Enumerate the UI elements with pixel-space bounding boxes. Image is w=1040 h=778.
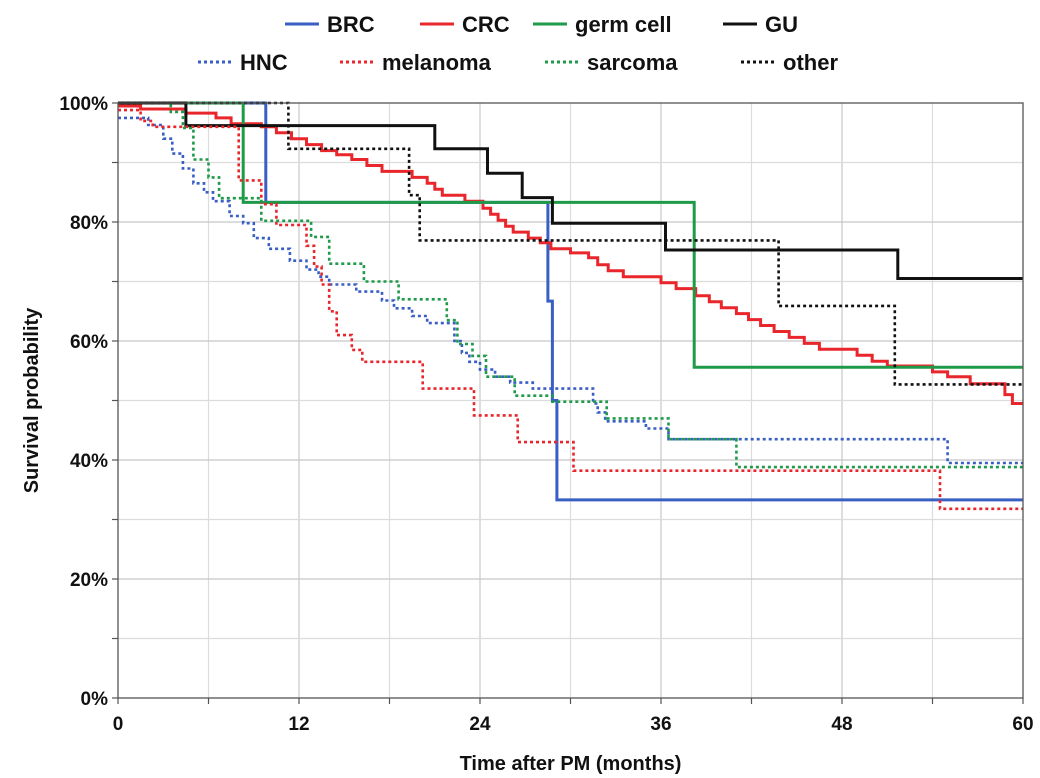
x-tick-label: 60	[1012, 714, 1033, 735]
y-axis-label: Survival probability	[21, 307, 43, 493]
series-line-crc	[118, 104, 1023, 405]
legend-entry: HNC	[240, 50, 288, 75]
series-line-hnc	[118, 116, 1023, 465]
y-tick-label: 40%	[70, 451, 108, 472]
series-line-sarcoma	[118, 101, 1023, 469]
x-tick-label: 24	[469, 714, 491, 735]
legend: BRC CRC germ cell GU HNC melanoma sarcoma other	[198, 12, 838, 75]
legend-entry: CRC	[462, 12, 510, 37]
tick-labels: 0 12 24 36 48 60 0% 20% 40% 60% 80% 100%	[59, 94, 1033, 735]
series-line-other	[118, 101, 1023, 386]
series-line-gu	[118, 101, 1023, 280]
y-tick-label: 60%	[70, 332, 108, 353]
y-tick-label: 0%	[81, 689, 109, 710]
legend-entry: GU	[765, 12, 798, 37]
legend-entry: other	[783, 50, 838, 75]
legend-entry: melanoma	[382, 50, 492, 75]
x-axis-label: Time after PM (months)	[460, 753, 682, 775]
x-tick-label: 12	[288, 714, 309, 735]
y-tick-label: 80%	[70, 213, 108, 234]
legend-entry: BRC	[327, 12, 375, 37]
y-tick-label: 100%	[59, 94, 108, 115]
series-line-melanoma	[118, 108, 1023, 511]
x-tick-label: 0	[113, 714, 124, 735]
x-tick-label: 36	[650, 714, 671, 735]
series-line-brc	[118, 101, 1023, 502]
legend-entry: sarcoma	[587, 50, 678, 75]
y-tick-label: 20%	[70, 570, 108, 591]
x-tick-label: 48	[831, 714, 852, 735]
legend-entry: germ cell	[575, 12, 672, 37]
